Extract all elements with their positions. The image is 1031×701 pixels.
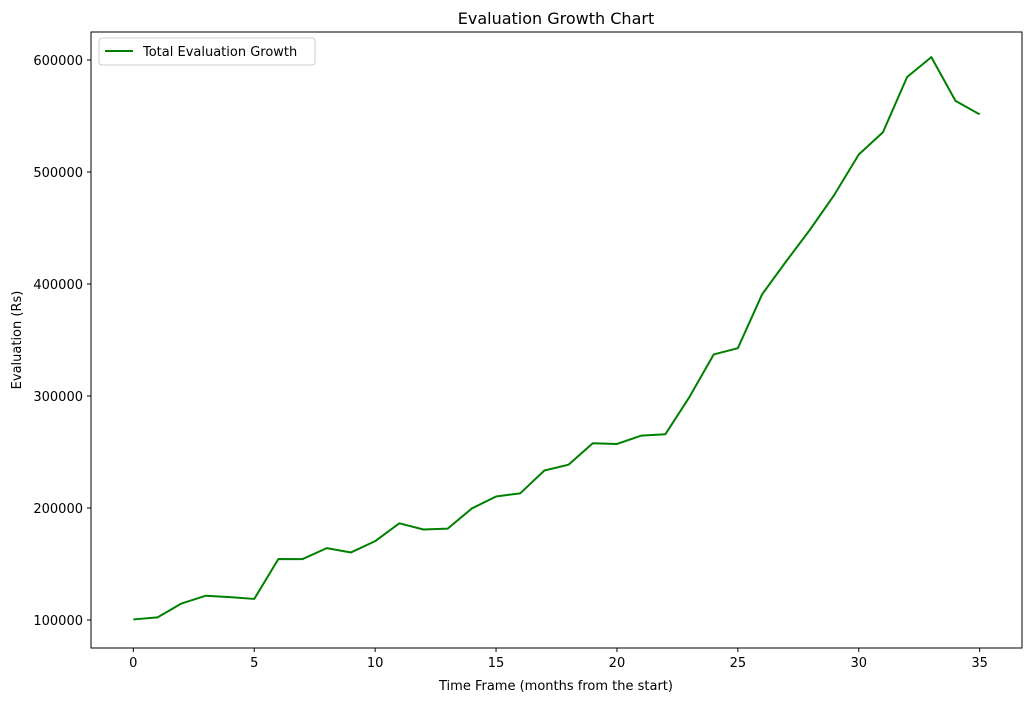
y-tick-label: 200000 [33, 502, 83, 517]
legend: Total Evaluation Growth [98, 37, 316, 66]
y-tick-label: 600000 [33, 54, 83, 69]
legend-box [98, 37, 316, 66]
series-line-total-evaluation-growth [133, 56, 981, 621]
y-tick-label: 400000 [33, 278, 83, 293]
y-tick-label: 500000 [33, 166, 83, 181]
x-tick-label: 10 [367, 656, 384, 671]
x-tick-label: 25 [730, 656, 747, 671]
series-layer [133, 56, 981, 621]
y-axis-label: Evaluation (Rs) [10, 291, 25, 390]
y-axis-ticks: 100000 200000 300000 400000 500000 600000 [33, 54, 91, 629]
plot-area-frame [90, 31, 1023, 649]
x-tick-label: 20 [609, 656, 626, 671]
x-axis-ticks: 0 5 10 15 20 25 30 35 [129, 648, 988, 671]
x-tick-label: 5 [250, 656, 258, 671]
x-tick-label: 15 [488, 656, 505, 671]
x-tick-label: 30 [850, 656, 867, 671]
x-tick-label: 35 [971, 656, 988, 671]
x-axis-label: Time Frame (months from the start) [438, 679, 673, 694]
chart-title: Evaluation Growth Chart [458, 9, 654, 28]
x-tick-label: 0 [129, 656, 137, 671]
legend-label-total-evaluation-growth: Total Evaluation Growth [142, 45, 297, 60]
y-tick-label: 300000 [33, 390, 83, 405]
y-tick-label: 100000 [33, 614, 83, 629]
